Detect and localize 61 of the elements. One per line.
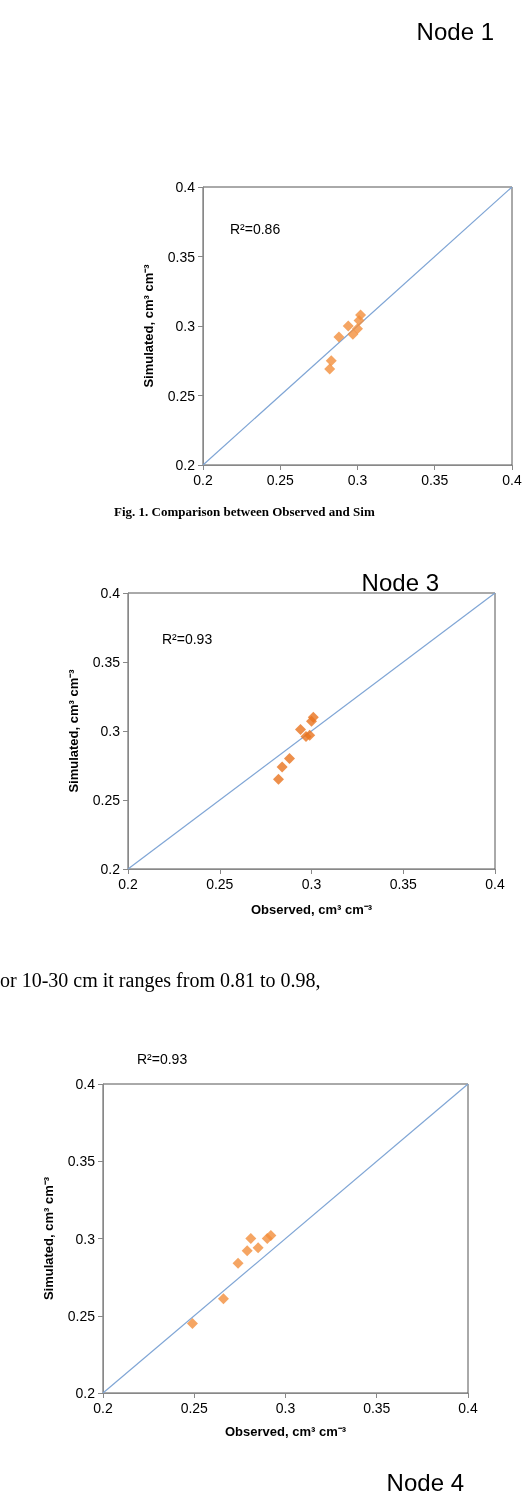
y-tick-label: 0.4 bbox=[100, 585, 121, 601]
point bbox=[232, 1257, 244, 1269]
point bbox=[355, 309, 367, 321]
point bbox=[217, 1293, 229, 1305]
point bbox=[325, 355, 337, 367]
y-tick-label: 0.2 bbox=[100, 861, 121, 877]
point bbox=[342, 320, 354, 332]
point bbox=[304, 729, 316, 741]
x-tick-label: 0.2 bbox=[193, 472, 213, 488]
x-tick-label: 0.4 bbox=[485, 876, 505, 892]
point bbox=[283, 753, 295, 765]
annotation: R²=0.86 bbox=[230, 221, 281, 237]
text: Node 4 bbox=[386, 1468, 464, 1496]
chart-title: Node 3 bbox=[361, 568, 439, 596]
point bbox=[333, 331, 345, 343]
y-tick-label: 0.25 bbox=[167, 387, 196, 404]
y-tick-label: 0.35 bbox=[67, 1153, 96, 1170]
y-axis-title: Simulated, cm³ cm⁻³ bbox=[41, 1176, 56, 1301]
caption: Fig. 1. Comparison between Observed and Sim bbox=[114, 504, 375, 519]
y-tick-label: 0.35 bbox=[167, 248, 196, 265]
point bbox=[352, 323, 363, 335]
point bbox=[347, 328, 359, 340]
x-tick-label: 0.3 bbox=[301, 876, 322, 892]
y-axis-title: Simulated, cm³ cm⁻³ bbox=[66, 668, 81, 793]
y-tick-label: 0.3 bbox=[100, 723, 121, 739]
y-tick-label: 0.3 bbox=[75, 1230, 96, 1247]
y-axis-title: Simulated, cm³ cm⁻³ bbox=[141, 263, 156, 388]
point bbox=[265, 1229, 277, 1241]
point bbox=[241, 1245, 253, 1257]
chart-title: Node 1 bbox=[416, 17, 494, 45]
x-tick-label: 0.2 bbox=[118, 876, 138, 892]
point bbox=[186, 1317, 198, 1329]
y-tick-label: 0.2 bbox=[75, 1385, 96, 1401]
point bbox=[252, 1242, 264, 1254]
y-tick-label: 0.25 bbox=[67, 1307, 96, 1324]
x-tick-label: 0.35 bbox=[389, 876, 418, 892]
y-tick-label: 0.2 bbox=[175, 457, 196, 473]
y-tick-label: 0.35 bbox=[92, 654, 121, 670]
x-tick-label: 0.3 bbox=[275, 1400, 296, 1416]
x-tick-label: 0.25 bbox=[206, 876, 234, 892]
x-axis-title: Observed, cm³ cm⁻³ bbox=[224, 1424, 347, 1439]
y-tick-label: 0.25 bbox=[92, 792, 121, 808]
x-tick-label: 0.35 bbox=[421, 472, 449, 488]
x-tick-label: 0.35 bbox=[363, 1400, 391, 1416]
point bbox=[307, 711, 319, 723]
annotation: R²=0.93 bbox=[162, 631, 213, 647]
point bbox=[276, 761, 288, 773]
x-tick-label: 0.3 bbox=[347, 472, 368, 488]
x-tick-label: 0.4 bbox=[502, 472, 522, 488]
y-tick-label: 0.4 bbox=[75, 1076, 96, 1092]
text: R²=0.93 bbox=[137, 1051, 188, 1067]
y-tick-label: 0.3 bbox=[175, 318, 196, 334]
y-tick-label: 0.4 bbox=[175, 179, 196, 195]
point bbox=[272, 773, 284, 785]
text: or 10-30 cm it ranges from 0.81 to 0.98, bbox=[0, 969, 321, 992]
x-tick-label: 0.4 bbox=[458, 1400, 478, 1416]
point bbox=[294, 724, 306, 736]
x-axis-title: Observed, cm³ cm⁻³ bbox=[250, 902, 373, 917]
point bbox=[324, 363, 336, 375]
point bbox=[245, 1233, 257, 1244]
x-tick-label: 0.25 bbox=[266, 472, 295, 488]
